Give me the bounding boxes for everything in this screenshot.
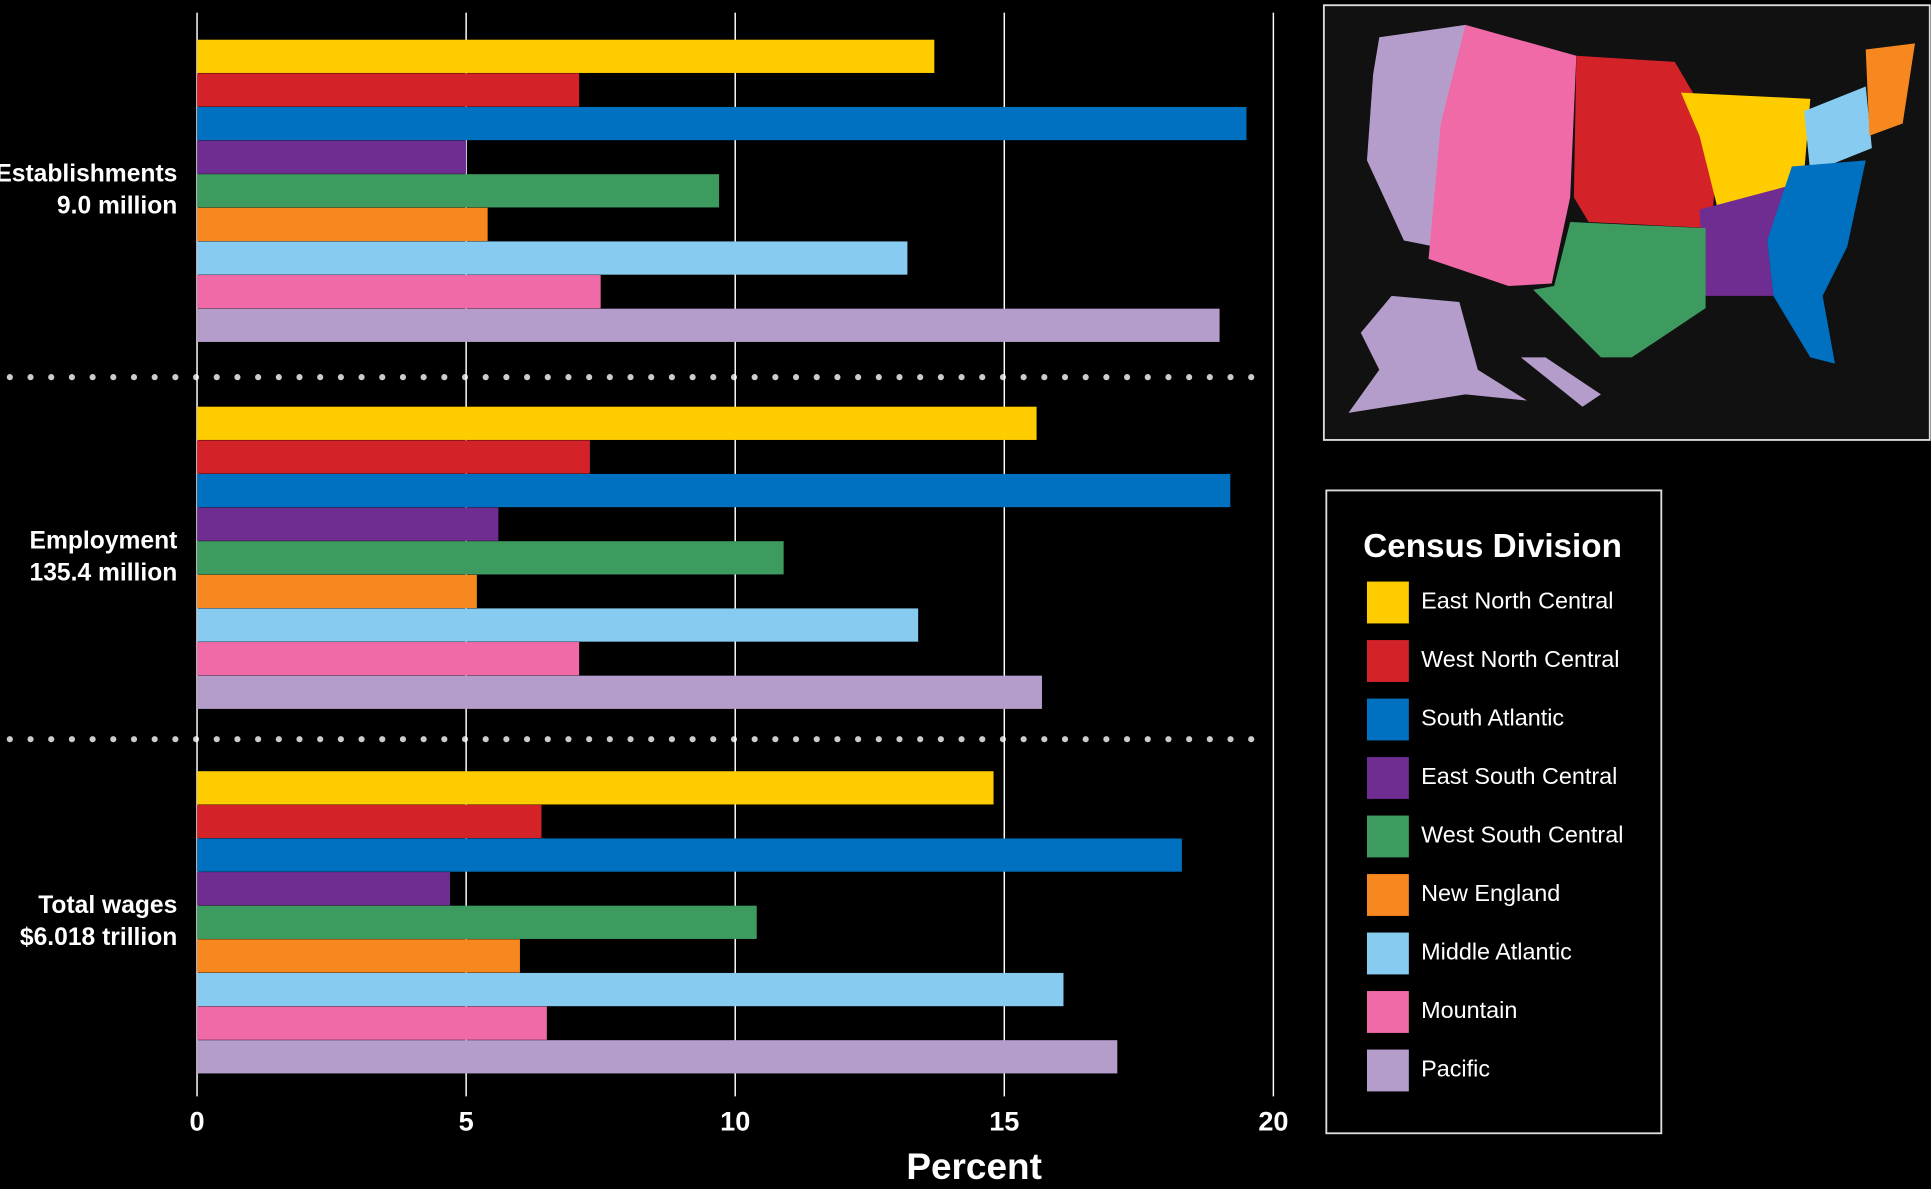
legend-label: South Atlantic [1421,705,1564,731]
legend-swatch [1366,698,1409,741]
bar [197,473,1231,508]
bar [197,275,601,309]
bar [197,939,520,973]
x-tick-label: 20 [1258,1106,1288,1137]
x-tick-label: 15 [989,1106,1019,1137]
bar [197,507,499,541]
bar [197,308,1220,342]
map [1322,4,1931,441]
map-wnc [1573,55,1718,229]
legend-label: Middle Atlantic [1421,939,1572,965]
legend-swatch [1366,991,1409,1033]
category-label: Total wages [38,892,177,919]
bar [197,905,757,939]
x-tick-label: 0 [190,1106,205,1137]
bar [197,174,720,208]
bar [197,872,450,906]
bar [197,642,580,676]
legend-swatch [1366,581,1409,624]
x-tick-label: 5 [459,1106,474,1137]
legend-swatch [1366,757,1409,799]
x-axis-label: Percent [906,1146,1042,1187]
bar [197,1006,547,1040]
legend-label: West South Central [1421,822,1623,848]
legend-label: New England [1421,880,1560,906]
legend-label: Pacific [1421,1056,1490,1082]
map-mountain [1428,24,1577,287]
map-alaska [1348,295,1528,413]
bar [197,73,580,107]
category-total: $6.018 trillion [20,924,177,951]
x-tick-label: 10 [720,1106,750,1137]
category-total: 135.4 million [30,559,178,586]
map-ne [1865,43,1915,136]
category-total: 9.0 million [57,193,177,220]
legend-swatch [1366,932,1409,975]
map-ma [1804,86,1872,173]
bar [197,675,1042,709]
legend-swatch [1366,1049,1409,1092]
map-sa [1767,160,1866,364]
legend-label: East North Central [1421,588,1613,614]
legend-label: East South Central [1421,763,1617,789]
bar [197,838,1182,872]
legend-swatch [1366,640,1409,682]
legend-swatch [1366,815,1409,858]
category-label: Establishments [0,160,177,187]
bar [197,972,1064,1007]
bar [197,241,908,275]
bar [197,440,590,474]
legend-title: Census Division [1363,528,1622,565]
bar [197,140,467,174]
bar [197,804,542,839]
bar [197,771,994,805]
bar [197,608,919,642]
map-hawaii [1520,357,1601,407]
bar [197,1040,1118,1074]
map-enc [1681,92,1811,210]
bar [197,406,1037,440]
bar [197,39,935,73]
map-esc [1699,185,1792,296]
bar [197,106,1247,141]
legend-label: Mountain [1421,997,1517,1023]
bar [197,574,477,609]
bar [197,207,488,242]
category-label: Employment [30,527,178,554]
legend-label: West North Central [1421,646,1619,672]
bar [197,541,784,575]
map-wsc [1533,221,1706,358]
map-pacific [1366,24,1466,247]
legend-swatch [1366,874,1409,916]
